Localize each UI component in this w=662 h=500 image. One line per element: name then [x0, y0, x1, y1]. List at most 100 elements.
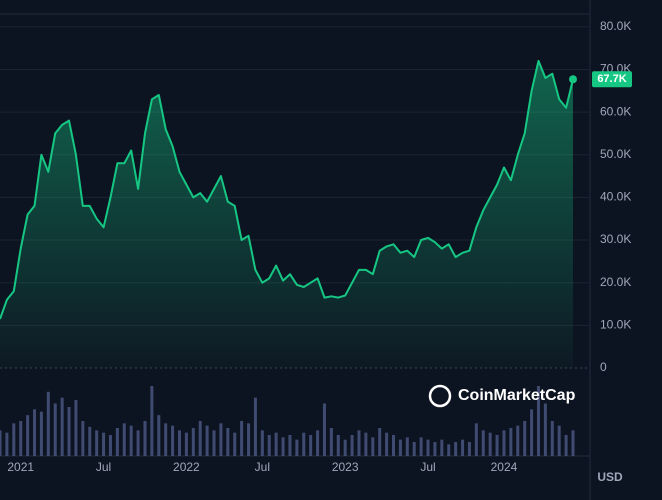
volume-bar	[253, 397, 257, 456]
volume-bar	[143, 421, 147, 456]
volume-bar	[523, 421, 527, 456]
x-tick-label: Jul	[420, 460, 435, 474]
volume-bar	[19, 421, 23, 456]
volume-bar	[316, 430, 320, 456]
volume-bar	[550, 421, 554, 456]
volume-bar	[336, 435, 340, 456]
volume-bar	[74, 400, 78, 456]
volume-bar	[295, 439, 299, 456]
volume-bar	[350, 435, 354, 456]
volume-bar	[205, 425, 209, 456]
volume-bar	[281, 437, 285, 456]
volume-bar	[33, 409, 37, 456]
volume-bar	[67, 407, 71, 456]
volume-bar	[343, 439, 347, 456]
volume-bar	[233, 432, 237, 456]
volume-bar	[219, 423, 223, 456]
volume-bar	[488, 432, 492, 456]
y-tick-label: 10.0K	[600, 318, 631, 332]
currency-label: USD	[597, 470, 623, 484]
volume-bar	[115, 428, 119, 456]
volume-bar	[267, 435, 271, 456]
last-price-dot	[569, 75, 577, 84]
volume-bar	[329, 428, 333, 456]
volume-bar	[46, 391, 50, 456]
volume-bar	[247, 423, 251, 456]
volume-bar	[240, 421, 244, 456]
volume-bar	[88, 426, 92, 456]
volume-bar	[516, 425, 520, 456]
volume-bar	[226, 428, 230, 456]
volume-bar	[447, 444, 451, 456]
volume-bar	[419, 437, 423, 456]
y-tick-label: 40.0K	[600, 190, 631, 204]
y-tick-label: 80.0K	[600, 19, 631, 33]
volume-bar	[322, 403, 326, 456]
volume-bar	[412, 442, 416, 456]
volume-bar	[364, 432, 368, 456]
volume-bar	[371, 437, 375, 456]
volume-bar	[53, 403, 57, 456]
volume-bar	[26, 415, 30, 456]
x-tick-label: 2022	[173, 460, 200, 474]
y-tick-label: 50.0K	[600, 147, 631, 161]
y-tick-label: 30.0K	[600, 232, 631, 246]
volume-bar	[543, 403, 547, 456]
price-tag	[592, 71, 632, 88]
volume-bar	[433, 442, 437, 456]
volume-bar	[557, 425, 561, 456]
volume-bar	[302, 432, 306, 456]
volume-bar	[102, 432, 106, 456]
watermark: CoinMarketCap	[458, 387, 576, 404]
volume-bar	[481, 430, 485, 456]
volume-bar	[60, 397, 64, 456]
volume-bar	[398, 439, 402, 456]
x-tick-label: Jul	[255, 460, 270, 474]
volume-bar	[171, 425, 175, 456]
volume-bar	[274, 432, 278, 456]
volume-bar	[474, 423, 478, 456]
volume-bar	[392, 435, 396, 456]
x-tick-label: Jul	[96, 460, 111, 474]
x-tick-label: 2021	[7, 460, 34, 474]
volume-bar	[288, 435, 292, 456]
logo: CoinMarketCap	[428, 384, 576, 408]
logo-icon	[428, 384, 452, 408]
x-tick-label: 2024	[491, 460, 518, 474]
y-tick-label: 60.0K	[600, 104, 631, 118]
volume-bar	[564, 435, 568, 456]
volume-bar	[108, 435, 112, 456]
volume-bar	[39, 411, 43, 456]
volume-bar	[0, 430, 2, 456]
volume-bar	[177, 430, 181, 456]
volume-bar	[150, 386, 154, 456]
y-tick-label: 20.0K	[600, 275, 631, 289]
volume-bar	[5, 432, 9, 456]
volume-bar	[467, 442, 471, 456]
volume-bar	[198, 421, 202, 456]
price-line	[0, 59, 574, 320]
volume-bar	[495, 435, 499, 456]
volume-bar	[357, 430, 361, 456]
volume-bar	[530, 409, 534, 456]
volume-bar	[571, 430, 575, 456]
volume-bar	[164, 423, 168, 456]
volume-bar	[184, 432, 188, 456]
volume-bar	[191, 428, 195, 456]
volume-bar	[95, 430, 99, 456]
area-fill	[0, 60, 573, 369]
volume-bar	[461, 439, 465, 456]
volume-bar	[426, 439, 430, 456]
volume-bar	[509, 428, 513, 456]
volume-bar	[122, 423, 126, 456]
volume-bar	[260, 430, 264, 456]
x-tick-label: 2023	[332, 460, 359, 474]
price-tag-label: 67.7K	[597, 73, 626, 85]
volume-bar	[440, 439, 444, 456]
volume-bar	[378, 428, 382, 456]
y-tick-label: 0	[600, 360, 607, 374]
volume-bar	[136, 430, 140, 456]
volume-bar	[157, 415, 161, 456]
